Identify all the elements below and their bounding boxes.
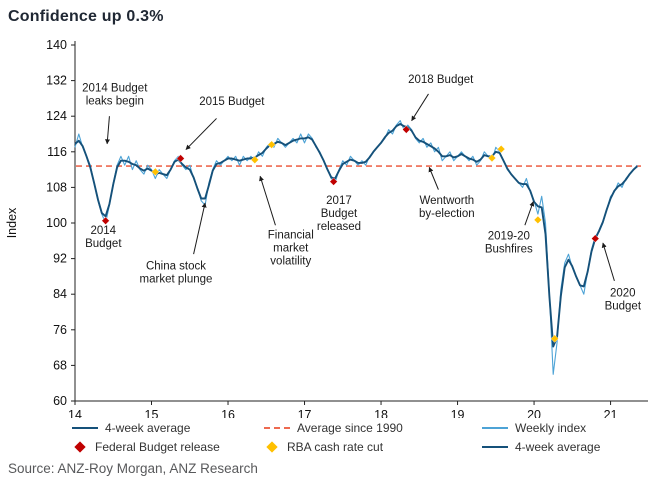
y-tick-label: 140 — [46, 38, 67, 52]
federal-budget-release-marker — [176, 154, 185, 163]
x-tick-label: 21 — [604, 408, 618, 418]
legend-item: Average since 1990 — [264, 421, 482, 435]
rba-cash-rate-cut-marker — [533, 215, 542, 224]
y-tick-label: 132 — [46, 74, 67, 88]
x-tick-label: 18 — [374, 408, 388, 418]
annotation-text: 2014 Budget — [85, 225, 122, 250]
legend-item: Federal Budget release — [72, 440, 264, 454]
chart-legend: 4-week average Average since 1990 Weekly i… — [0, 418, 660, 456]
x-tick-label: 17 — [298, 408, 312, 418]
annotation-arrow — [193, 202, 207, 255]
annotation-text: Wentworth by-election — [419, 195, 475, 220]
y-tick-label: 92 — [53, 252, 67, 266]
legend-label: Federal Budget release — [95, 439, 220, 454]
annotation-text: China stock market plunge — [140, 261, 213, 286]
x-tick-label: 19 — [451, 408, 465, 418]
annotation-text: Financial market volatility — [268, 230, 314, 268]
annotation-text: 2014 Budget leaks begin — [82, 83, 148, 108]
annotation-arrow — [524, 201, 535, 226]
diamond-swatch-icon — [74, 440, 86, 453]
y-axis-label: Index — [5, 207, 19, 238]
annotation-financial-volatility: Financial market volatility — [259, 175, 314, 268]
four-week-average-line — [74, 123, 638, 348]
annotation-text: 2019-20 Bushfires — [485, 230, 533, 255]
annotation-arrow — [185, 118, 217, 150]
annotation-bushfires: 2019-20 Bushfires — [485, 201, 535, 255]
legend-label: Average since 1990 — [297, 420, 403, 435]
legend-item: 4-week average — [72, 421, 264, 435]
annotation-arrow — [105, 116, 110, 145]
legend-item: 4-week average — [482, 440, 660, 454]
annotation-text: 2017 Budget released — [317, 195, 361, 233]
diamond-swatch-icon — [266, 440, 278, 453]
annotation-text: 2020 Budget — [605, 287, 642, 312]
annotation-text: 2018 Budget — [408, 74, 474, 86]
annotation-budget-2017: 2017 Budget released — [317, 195, 361, 233]
legend-label: Weekly index — [515, 420, 587, 435]
annotation-arrow — [411, 93, 429, 122]
annotation-budget-2020: 2020 Budget — [601, 242, 642, 312]
federal-budget-release-marker — [402, 125, 411, 134]
annotation-arrow — [601, 242, 615, 281]
annotation-arrow — [259, 175, 276, 226]
y-tick-label: 60 — [53, 394, 67, 408]
rba-cash-rate-cut-marker — [550, 334, 559, 343]
annotation-wentworth: Wentworth by-election — [419, 166, 475, 220]
rba-cash-rate-cut-marker — [267, 140, 276, 149]
y-tick-label: 68 — [53, 358, 67, 372]
y-tick-label: 108 — [46, 180, 67, 194]
x-tick-label: 20 — [527, 408, 541, 418]
rba-cash-rate-cut-marker — [151, 167, 160, 176]
legend-label: 4-week average — [515, 439, 601, 454]
confidence-chart: 60 68 76 84 92 100 108 116 124 132 140 14 15 16 17 18 19… — [5, 38, 648, 418]
annotation-budget-2015: 2015 Budget — [185, 96, 265, 150]
chart-title: Confidence up 0.3% — [8, 8, 164, 25]
annotation-china-plunge: China stock market plunge — [140, 202, 213, 286]
annotation-budget-2018: 2018 Budget — [408, 74, 474, 122]
annotation-arrow — [428, 166, 439, 190]
rba-cash-rate-cut-marker — [250, 155, 259, 164]
y-tick-label: 76 — [53, 323, 67, 337]
rba-cash-rate-cut-marker — [497, 145, 506, 154]
rba-cash-rate-cut-marker — [487, 153, 497, 163]
x-tick-label: 15 — [145, 408, 159, 418]
line-swatch-icon — [482, 426, 508, 429]
y-tick-label: 124 — [46, 109, 67, 123]
line-swatch-icon — [482, 445, 508, 448]
federal-budget-release-marker — [329, 177, 338, 186]
x-tick-label: 16 — [221, 408, 235, 418]
federal-budget-release-marker — [591, 234, 600, 243]
legend-item: Weekly index — [482, 421, 660, 435]
y-tick-label: 84 — [53, 287, 67, 301]
source-note: Source: ANZ-Roy Morgan, ANZ Research — [8, 461, 258, 476]
line-swatch-icon — [264, 426, 290, 429]
federal-budget-release-marker — [101, 216, 110, 225]
y-tick-label: 116 — [47, 145, 67, 159]
legend-row-2: Federal Budget release RBA cash rate cut 4… — [72, 437, 660, 456]
legend-row-1: 4-week average Average since 1990 Weekly i… — [72, 418, 660, 437]
y-tick-label: 100 — [46, 216, 67, 230]
annotation-budget-2014: 2014 Budget — [85, 225, 122, 250]
annotation-text: 2015 Budget — [199, 96, 265, 108]
legend-label: 4-week average — [105, 420, 191, 435]
legend-item: RBA cash rate cut — [264, 440, 482, 454]
annotation-budget-leaks-2014: 2014 Budget leaks begin — [82, 83, 148, 145]
x-tick-label: 14 — [68, 408, 82, 418]
legend-label: RBA cash rate cut — [287, 439, 384, 454]
line-swatch-icon — [72, 426, 98, 429]
